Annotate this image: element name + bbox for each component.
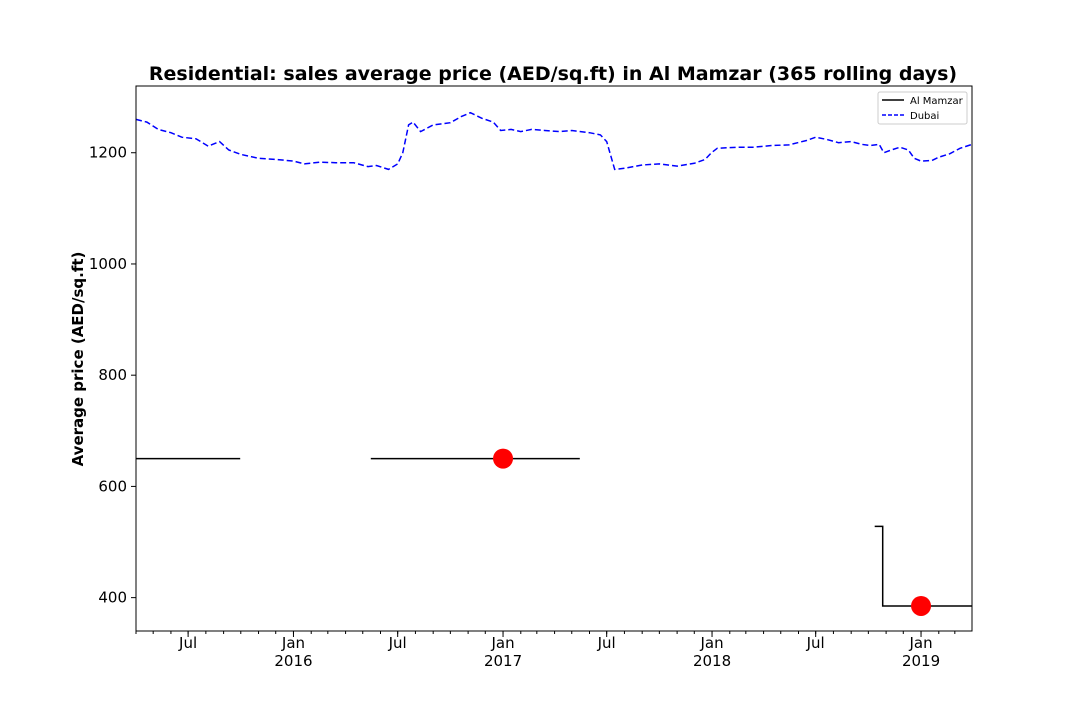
- highlight-marker-1: [911, 595, 932, 616]
- x-tick-label: Jan: [281, 634, 305, 652]
- x-tick-label: Jul: [388, 634, 407, 652]
- x-tick-label: Jul: [806, 634, 825, 652]
- plot-area: [135, 111, 973, 616]
- series-line-dubai: [135, 111, 973, 171]
- x-tick-label: Jan: [908, 634, 932, 652]
- x-tick-year-label: 2016: [274, 652, 312, 670]
- x-tick-label: Jul: [178, 634, 197, 652]
- y-tick-label: 600: [98, 477, 127, 495]
- x-tick-year-label: 2018: [693, 652, 731, 670]
- plot-frame: [135, 85, 973, 632]
- highlight-marker-0: [493, 448, 514, 469]
- y-tick-label: 1000: [89, 255, 127, 273]
- x-tick-label: Jan: [699, 634, 723, 652]
- legend-label: Al Mamzar: [910, 96, 964, 107]
- legend: Al Mamzar Dubai: [877, 91, 968, 125]
- y-tick-label: 800: [98, 366, 127, 384]
- x-tick-year-label: 2017: [484, 652, 522, 670]
- x-tick-year-label: 2019: [902, 652, 940, 670]
- chart-title: Residential: sales average price (AED/sq…: [149, 63, 957, 85]
- y-tick-label: 1200: [89, 144, 127, 162]
- y-axis-label: Average price (AED/sq.ft): [69, 252, 87, 467]
- x-tick-label: Jan: [490, 634, 514, 652]
- y-tick-label: 400: [98, 589, 127, 607]
- series-line-al-mamzar-segment-2: [874, 525, 972, 607]
- legend-label: Dubai: [910, 111, 939, 122]
- x-tick-label: Jul: [597, 634, 616, 652]
